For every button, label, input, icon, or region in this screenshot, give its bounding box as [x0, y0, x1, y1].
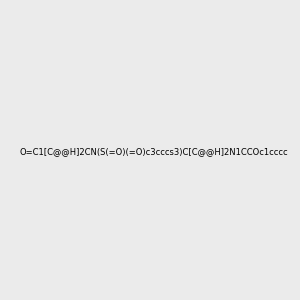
Text: O=C1[C@@H]2CN(S(=O)(=O)c3cccs3)C[C@@H]2N1CCOc1cccc: O=C1[C@@H]2CN(S(=O)(=O)c3cccs3)C[C@@H]2N…	[20, 147, 288, 156]
